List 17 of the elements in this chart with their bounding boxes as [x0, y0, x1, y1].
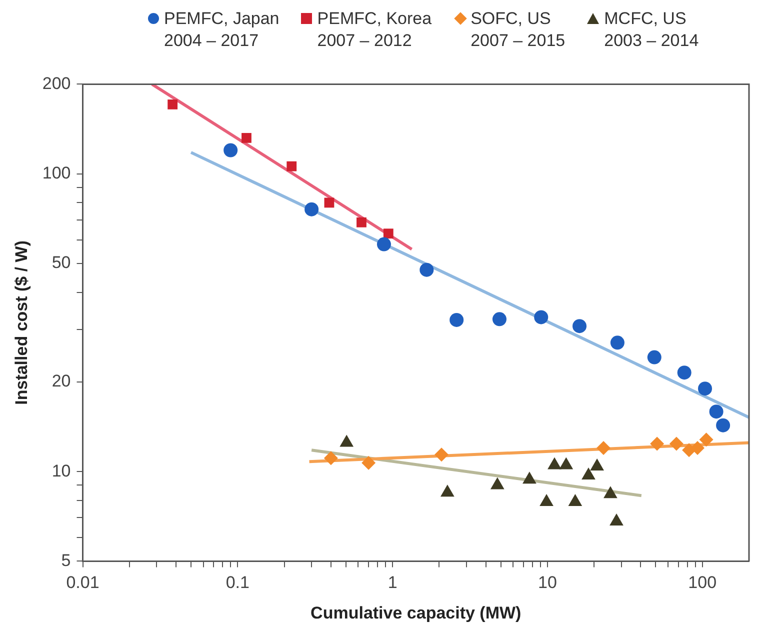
- y-axis-title: Installed cost ($ / W): [12, 240, 31, 405]
- x-tick-label: 0.1: [226, 573, 250, 592]
- y-tick-label: 50: [52, 253, 71, 272]
- x-axis-title: Cumulative capacity (MW): [310, 603, 522, 622]
- x-tick-label: 0.01: [66, 573, 100, 592]
- legend-label: SOFC, US 2007 – 2015: [470, 8, 566, 52]
- x-tick-label: 1: [388, 573, 398, 592]
- x-tick-label: 10: [538, 573, 557, 592]
- legend-label: PEMFC, Korea 2007 – 2012: [317, 8, 432, 52]
- x-tick-label: 100: [688, 573, 717, 592]
- y-tick-label: 20: [52, 372, 71, 391]
- legend-label: MCFC, US 2003 – 2014: [604, 8, 699, 52]
- y-tick-label: 100: [42, 164, 71, 183]
- y-tick-label: 200: [42, 74, 71, 93]
- legend-label: PEMFC, Japan 2004 – 2017: [164, 8, 280, 52]
- y-tick-label: 5: [61, 550, 71, 570]
- y-tick-label: 10: [52, 461, 71, 480]
